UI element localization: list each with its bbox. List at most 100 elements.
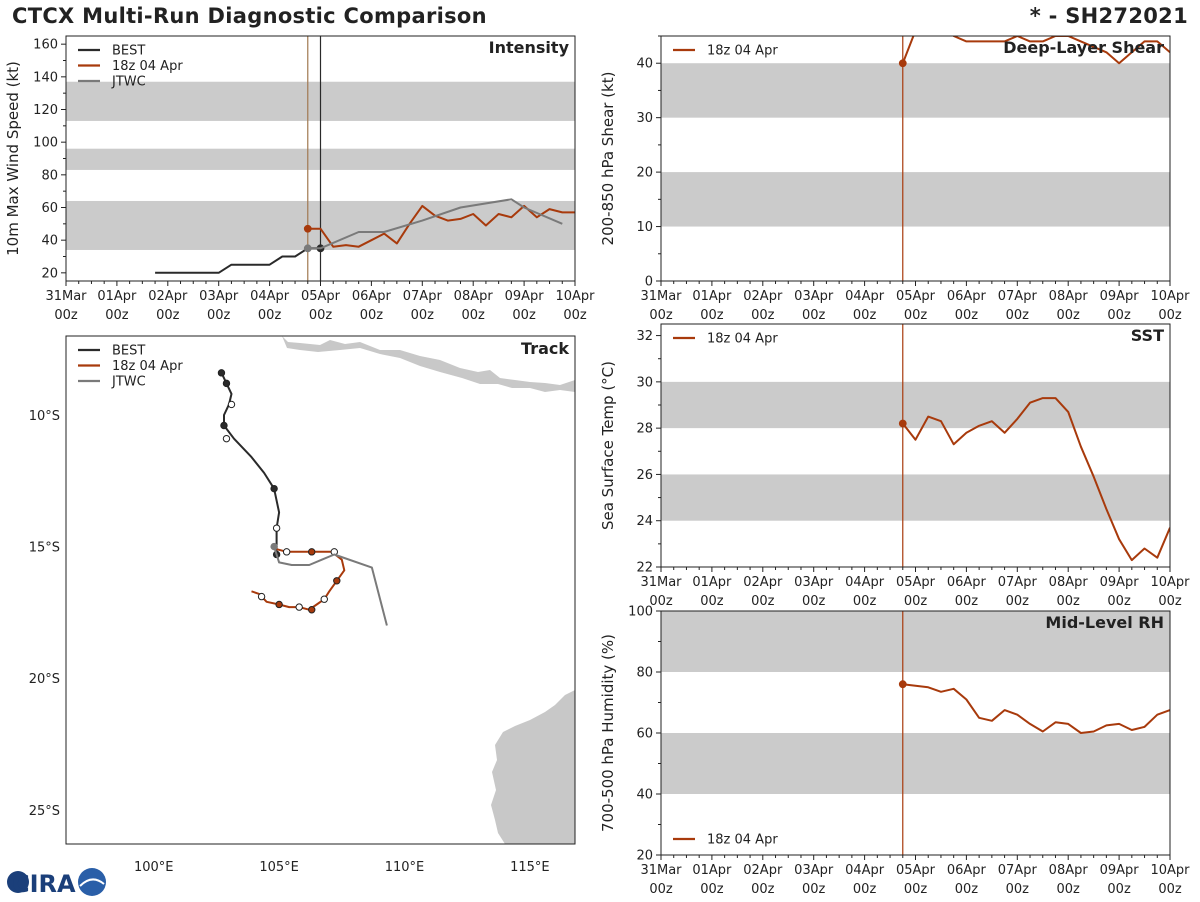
intensity-xtick-day-10: 10Apr (555, 289, 595, 304)
rh-xtick-day-8: 08Apr (1049, 863, 1089, 878)
shear-xtick-hour-10: 00z (1158, 308, 1182, 323)
rh-xtick-day-3: 03Apr (794, 863, 834, 878)
rh-legend-label-0: 18z 04 Apr (707, 833, 778, 848)
track-ytick-label-1: 15°S (29, 541, 60, 556)
track-series-1-marker-3 (333, 577, 341, 585)
sst-band-1 (661, 381, 1170, 429)
rh-xtick-day-0: 31Mar (640, 863, 682, 878)
rh-xtick-hour-2: 00z (751, 882, 775, 897)
shear-ytick-label-4: 40 (636, 57, 653, 72)
sst-series-0-line (902, 397, 1170, 562)
intensity-xtick-hour-9: 00z (512, 308, 536, 323)
intensity-xtick-hour-7: 00z (411, 308, 435, 323)
track-xtick-label-3: 115°E (510, 860, 550, 875)
shear-xtick-hour-4: 00z (853, 308, 877, 323)
rh-xtick-hour-1: 00z (700, 882, 724, 897)
intensity-ytick-label-2: 60 (41, 201, 58, 216)
sst-xtick-hour-0: 00z (649, 594, 673, 609)
sst-xtick-day-7: 07Apr (998, 575, 1038, 590)
sst-band-0 (661, 474, 1170, 521)
shear-xtick-day-8: 08Apr (1049, 289, 1089, 304)
rh-ytick-label-1: 40 (636, 788, 653, 803)
rh-xtick-day-2: 02Apr (743, 863, 783, 878)
track-plot-area (217, 369, 388, 626)
shear-xtick-hour-9: 00z (1107, 308, 1131, 323)
track-xtick-label-2: 110°E (385, 860, 425, 875)
sst-ylabel: Sea Surface Temp (°C) (599, 361, 617, 530)
rh-title: Mid-Level RH (1045, 613, 1164, 632)
sst-xtick-day-2: 02Apr (743, 575, 783, 590)
sst-xtick-day-9: 09Apr (1100, 575, 1140, 590)
sst-ytick-label-1: 24 (636, 514, 653, 529)
track-series-0-marker-4 (222, 434, 231, 443)
track-series-2-line (273, 546, 388, 626)
track-frame (65, 335, 576, 845)
shear-xtick-day-6: 06Apr (947, 289, 987, 304)
rh-xtick-hour-5: 00z (904, 882, 928, 897)
sst-xtick-hour-6: 00z (955, 594, 979, 609)
intensity-legend-label-0: BEST (112, 44, 145, 59)
track-xtick-label-1: 105°E (259, 860, 299, 875)
shear-xtick-hour-3: 00z (802, 308, 826, 323)
track-series-0-marker-6 (272, 524, 281, 532)
rh-xtick-day-9: 09Apr (1100, 863, 1140, 878)
shear-ytick-label-3: 30 (636, 111, 653, 126)
shear-xtick-day-9: 09Apr (1100, 289, 1140, 304)
intensity-series-1-marker-0 (303, 224, 312, 233)
intensity-xtick-hour-6: 00z (360, 308, 384, 323)
rh-xtick-hour-3: 00z (802, 882, 826, 897)
shear-xtick-day-1: 01Apr (692, 289, 732, 304)
intensity-series-1-line (307, 204, 575, 248)
sst-xtick-day-4: 04Apr (845, 575, 885, 590)
intensity-xtick-day-0: 31Mar (45, 289, 87, 304)
track-ytick-label-0: 10°S (29, 409, 60, 424)
sst-xtick-hour-7: 00z (1006, 594, 1030, 609)
shear-legend-label-0: 18z 04 Apr (707, 44, 778, 59)
shear-xtick-hour-2: 00z (751, 308, 775, 323)
sst-ytick-label-2: 26 (636, 468, 653, 483)
java-island (282, 336, 575, 392)
rh-xtick-hour-4: 00z (853, 882, 877, 897)
sst-ytick-label-3: 28 (636, 422, 653, 437)
sst-title: SST (1131, 326, 1164, 345)
shear-ylabel: 200-850 hPa Shear (kt) (599, 72, 617, 246)
rh-series-0-marker-0 (898, 680, 907, 689)
sst-ytick-label-5: 32 (636, 329, 653, 344)
rh-ylabel: 700-500 hPa Humidity (%) (599, 634, 617, 832)
sst-series-0-marker-0 (898, 419, 907, 428)
track-series-0-marker-0 (217, 369, 226, 377)
storm-id: * - SH272021 (1029, 4, 1188, 28)
shear-xtick-hour-6: 00z (955, 308, 979, 323)
intensity-xtick-day-5: 05Apr (301, 289, 341, 304)
shear-xtick-day-7: 07Apr (998, 289, 1038, 304)
intensity-ytick-label-4: 100 (33, 136, 58, 151)
intensity-xtick-hour-10: 00z (563, 308, 587, 323)
sst-xtick-hour-10: 00z (1158, 594, 1182, 609)
track-legend-label-2: JTWC (111, 375, 146, 390)
intensity-ytick-label-7: 160 (33, 38, 58, 53)
intensity-legend-label-1: 18z 04 Apr (112, 59, 183, 74)
shear-xtick-hour-5: 00z (904, 308, 928, 323)
intensity-ytick-label-6: 140 (33, 70, 58, 85)
shear-xtick-hour-1: 00z (700, 308, 724, 323)
intensity-title: Intensity (489, 38, 570, 57)
sst-xtick-day-5: 05Apr (896, 575, 936, 590)
track-legend-label-1: 18z 04 Apr (112, 359, 183, 374)
intensity-series-0-line (155, 247, 321, 274)
intensity-series-2-line (307, 198, 563, 250)
panel-intensity: 20 40 60 80 100 120 140 160 31Mar 00z 01Apr 00z 02Ap… (4, 35, 595, 323)
track-series-1-marker-1 (308, 548, 316, 556)
shear-band-0 (661, 172, 1170, 227)
track-series-2-marker-0 (270, 542, 278, 551)
land-masses (282, 336, 575, 844)
intensity-xtick-hour-4: 00z (258, 308, 282, 323)
rh-xtick-hour-8: 00z (1057, 882, 1081, 897)
track-legend-label-0: BEST (112, 344, 145, 359)
track-series-0-marker-3 (220, 421, 228, 430)
track-series-1-line (251, 548, 346, 611)
shear-title: Deep-Layer Shear (1003, 38, 1164, 57)
sst-xtick-day-1: 01Apr (692, 575, 732, 590)
shear-xtick-day-4: 04Apr (845, 289, 885, 304)
intensity-xtick-day-2: 02Apr (148, 289, 188, 304)
